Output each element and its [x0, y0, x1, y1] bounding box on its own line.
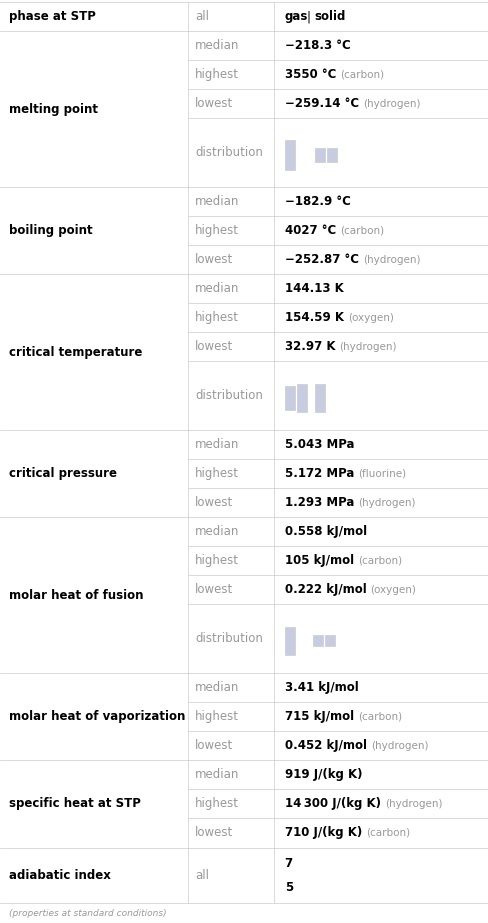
- Bar: [284, 139, 294, 170]
- Text: −182.9 °C: −182.9 °C: [284, 195, 350, 208]
- Text: lowest: lowest: [195, 341, 233, 354]
- Text: 144.13 K: 144.13 K: [284, 282, 343, 295]
- Text: 710 J/(kg K): 710 J/(kg K): [284, 826, 361, 840]
- Text: (hydrogen): (hydrogen): [384, 799, 441, 809]
- Text: median: median: [195, 282, 239, 295]
- Text: highest: highest: [195, 797, 239, 810]
- Text: distribution: distribution: [195, 632, 263, 645]
- Text: median: median: [195, 195, 239, 208]
- Text: highest: highest: [195, 710, 239, 724]
- Bar: [312, 635, 322, 646]
- Text: lowest: lowest: [195, 253, 233, 266]
- Text: solid: solid: [314, 10, 346, 23]
- Text: melting point: melting point: [9, 102, 98, 115]
- Text: (hydrogen): (hydrogen): [370, 741, 427, 750]
- Text: 919 J/(kg K): 919 J/(kg K): [284, 768, 362, 782]
- Text: specific heat at STP: specific heat at STP: [9, 797, 141, 810]
- Text: distribution: distribution: [195, 390, 263, 402]
- Text: 5.172 MPa: 5.172 MPa: [284, 467, 353, 480]
- Text: 3550 °C: 3550 °C: [284, 68, 335, 81]
- Text: 4027 °C: 4027 °C: [284, 224, 335, 237]
- Bar: [284, 386, 294, 410]
- Text: |: |: [306, 10, 310, 23]
- Bar: [284, 627, 294, 654]
- Text: lowest: lowest: [195, 583, 233, 596]
- Text: highest: highest: [195, 224, 239, 237]
- Text: molar heat of vaporization: molar heat of vaporization: [9, 710, 185, 724]
- Bar: [326, 148, 336, 162]
- Text: 5.043 MPa: 5.043 MPa: [284, 438, 353, 451]
- Text: (carbon): (carbon): [365, 828, 409, 838]
- Text: 14 300 J/(kg K): 14 300 J/(kg K): [284, 797, 380, 810]
- Text: gas: gas: [284, 10, 307, 23]
- Text: (oxygen): (oxygen): [347, 313, 393, 323]
- Text: 715 kJ/mol: 715 kJ/mol: [284, 710, 353, 724]
- Text: lowest: lowest: [195, 826, 233, 840]
- Text: (properties at standard conditions): (properties at standard conditions): [9, 909, 166, 918]
- Text: phase at STP: phase at STP: [9, 10, 96, 23]
- Text: highest: highest: [195, 467, 239, 480]
- Text: (carbon): (carbon): [357, 556, 401, 566]
- Text: critical temperature: critical temperature: [9, 345, 142, 359]
- Text: boiling point: boiling point: [9, 224, 92, 237]
- Text: (hydrogen): (hydrogen): [362, 99, 420, 109]
- Text: median: median: [195, 39, 239, 52]
- Text: median: median: [195, 438, 239, 451]
- Text: (carbon): (carbon): [357, 712, 401, 722]
- Text: (carbon): (carbon): [340, 69, 384, 79]
- Text: critical pressure: critical pressure: [9, 467, 117, 480]
- Bar: [314, 148, 324, 162]
- Text: highest: highest: [195, 311, 239, 324]
- Text: 1.293 MPa: 1.293 MPa: [284, 497, 353, 509]
- Text: 0.558 kJ/mol: 0.558 kJ/mol: [284, 525, 366, 538]
- Text: lowest: lowest: [195, 497, 233, 509]
- Text: 5: 5: [284, 881, 292, 894]
- Text: adiabatic index: adiabatic index: [9, 869, 111, 881]
- Text: lowest: lowest: [195, 739, 233, 752]
- Bar: [314, 384, 324, 412]
- Text: −218.3 °C: −218.3 °C: [284, 39, 350, 52]
- Text: all: all: [195, 869, 209, 881]
- Text: (hydrogen): (hydrogen): [357, 497, 415, 508]
- Text: lowest: lowest: [195, 97, 233, 110]
- Text: molar heat of fusion: molar heat of fusion: [9, 589, 143, 602]
- Text: (hydrogen): (hydrogen): [362, 255, 419, 265]
- Text: 0.452 kJ/mol: 0.452 kJ/mol: [284, 739, 366, 752]
- Text: 7: 7: [284, 857, 292, 869]
- Text: 105 kJ/mol: 105 kJ/mol: [284, 555, 353, 568]
- Text: (carbon): (carbon): [339, 225, 383, 235]
- Text: (hydrogen): (hydrogen): [339, 342, 396, 352]
- Text: −252.87 °C: −252.87 °C: [284, 253, 358, 266]
- Text: highest: highest: [195, 555, 239, 568]
- Bar: [324, 635, 334, 646]
- Text: distribution: distribution: [195, 146, 263, 159]
- Text: median: median: [195, 525, 239, 538]
- Text: (oxygen): (oxygen): [370, 585, 415, 595]
- Text: highest: highest: [195, 68, 239, 81]
- Bar: [296, 384, 306, 412]
- Text: all: all: [195, 10, 209, 23]
- Text: 3.41 kJ/mol: 3.41 kJ/mol: [284, 681, 358, 694]
- Text: 0.222 kJ/mol: 0.222 kJ/mol: [284, 583, 366, 596]
- Text: (fluorine): (fluorine): [357, 469, 406, 479]
- Text: −259.14 °C: −259.14 °C: [284, 97, 358, 110]
- Text: 32.97 K: 32.97 K: [284, 341, 335, 354]
- Text: median: median: [195, 681, 239, 694]
- Text: 154.59 K: 154.59 K: [284, 311, 343, 324]
- Text: median: median: [195, 768, 239, 782]
